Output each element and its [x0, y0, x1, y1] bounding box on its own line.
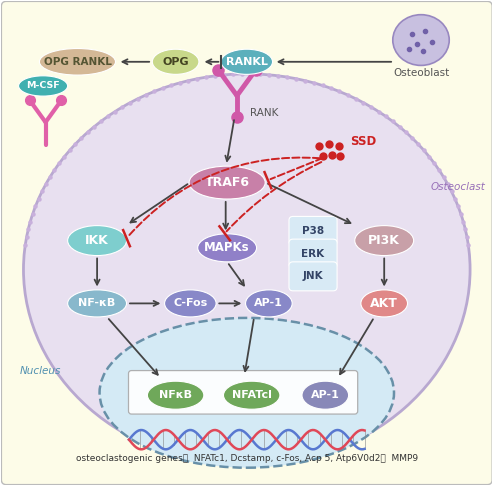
Text: OPG: OPG — [162, 57, 189, 67]
FancyBboxPatch shape — [128, 370, 358, 414]
FancyBboxPatch shape — [289, 216, 337, 245]
Text: Osteoclast: Osteoclast — [431, 182, 486, 192]
Ellipse shape — [18, 76, 68, 96]
Ellipse shape — [221, 49, 272, 74]
Ellipse shape — [189, 166, 265, 199]
Text: M-CSF: M-CSF — [26, 82, 60, 90]
Text: MAPKs: MAPKs — [204, 242, 250, 254]
Text: SSD: SSD — [350, 135, 376, 148]
Text: P38: P38 — [302, 226, 324, 236]
Ellipse shape — [302, 381, 348, 409]
Ellipse shape — [68, 290, 126, 317]
Ellipse shape — [40, 49, 116, 75]
Ellipse shape — [224, 381, 280, 409]
Text: RANK: RANK — [250, 107, 278, 118]
FancyBboxPatch shape — [2, 1, 492, 485]
Ellipse shape — [246, 290, 292, 317]
Text: NFκB: NFκB — [159, 390, 192, 400]
Ellipse shape — [393, 15, 449, 66]
Text: osteoclastogenic genes：  NFATc1, Dcstamp, c-Fos, Acp 5, Atp6V0d2，  MMP9: osteoclastogenic genes： NFATc1, Dcstamp,… — [76, 453, 418, 463]
Text: NF-κB: NF-κB — [78, 298, 116, 309]
Ellipse shape — [355, 226, 414, 256]
Text: JNK: JNK — [302, 271, 324, 281]
Text: NFATcl: NFATcl — [232, 390, 272, 400]
Ellipse shape — [164, 290, 216, 317]
Ellipse shape — [148, 381, 204, 409]
Text: IKK: IKK — [85, 234, 109, 247]
Text: TRAF6: TRAF6 — [204, 176, 250, 189]
Text: RANKL: RANKL — [226, 57, 268, 67]
Ellipse shape — [68, 226, 126, 256]
Text: ERK: ERK — [302, 249, 324, 259]
Ellipse shape — [100, 318, 394, 468]
Text: Osteoblast: Osteoblast — [393, 68, 449, 78]
Ellipse shape — [361, 290, 408, 317]
Text: PI3K: PI3K — [368, 234, 400, 247]
Text: C-Fos: C-Fos — [173, 298, 208, 309]
FancyBboxPatch shape — [289, 239, 337, 268]
Text: AKT: AKT — [370, 297, 398, 310]
Ellipse shape — [24, 74, 470, 465]
Text: AP-1: AP-1 — [311, 390, 340, 400]
Ellipse shape — [152, 49, 199, 74]
Text: Nucleus: Nucleus — [20, 366, 61, 376]
Ellipse shape — [198, 234, 256, 262]
Text: AP-1: AP-1 — [254, 298, 284, 309]
FancyBboxPatch shape — [289, 262, 337, 291]
Text: OPG RANKL: OPG RANKL — [44, 57, 112, 67]
